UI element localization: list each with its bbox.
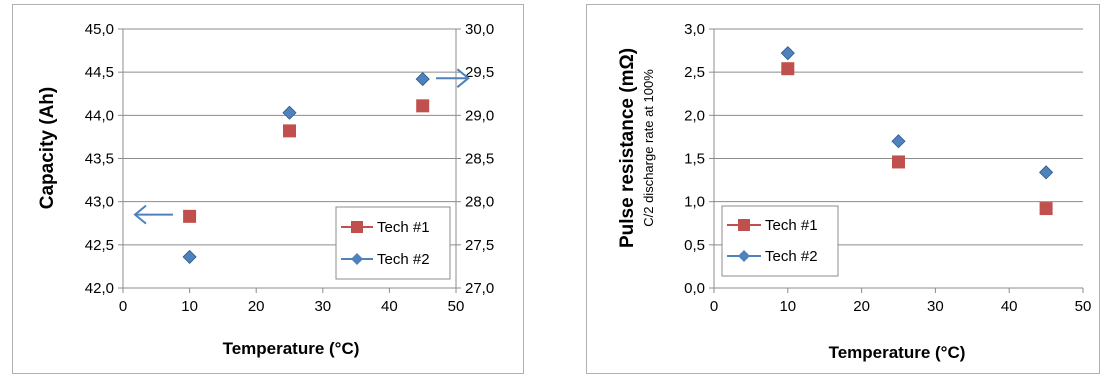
y-tick-label: 2,0 [684,107,705,124]
right-axis-arrowhead [456,68,470,88]
x-tick-label: 40 [1001,298,1018,315]
capacity-chart-panel: 42,0 42,5 43,0 43,5 44,0 44,5 45,0 27,0 27,5 28,0… [12,4,524,374]
y-tick-label: 3,0 [684,21,705,38]
y2-tick-label: 29,5 [465,64,494,81]
x-tick-label: 20 [248,298,265,315]
x-tick-label: 20 [853,298,870,315]
resistance-y-axis-label: Pulse resistance (mΩ) [617,48,638,248]
point-tech1 [781,62,795,76]
legend-label-tech2: Tech #2 [377,251,430,268]
x-tick-label: 40 [381,298,398,315]
y-tick-label: 44,5 [85,64,114,81]
y-tick-label: 42,5 [85,237,114,254]
y2-tick-label: 27,5 [465,237,494,254]
y-tick-label: 1,0 [684,194,705,211]
capacity-x-axis-label: Temperature (°C) [223,339,360,358]
x-tick-label: 0 [119,298,127,315]
y-tick-label: 44,0 [85,107,114,124]
capacity-chart: 42,0 42,5 43,0 43,5 44,0 44,5 45,0 27,0 27,5 28,0… [37,21,494,358]
y-tick-label: 2,5 [684,64,705,81]
point-tech2 [780,46,795,61]
x-tick-label: 10 [779,298,796,315]
point-tech2 [282,105,297,120]
legend-label-tech1: Tech #1 [765,217,818,234]
point-tech1 [283,124,296,138]
point-tech2 [182,249,197,264]
legend-label-tech1: Tech #1 [377,219,430,236]
legend-marker-tech1 [738,219,750,231]
legend-label-tech2: Tech #2 [765,248,818,265]
capacity-legend: Tech #1 Tech #2 [335,206,451,280]
point-tech2 [891,134,906,149]
point-tech1 [183,209,197,223]
point-tech1 [1039,202,1053,216]
y2-tick-label: 28,0 [465,194,494,211]
point-tech1 [416,99,430,113]
resistance-y-axis-sublabel: C/2 discharge rate at 100% [641,69,656,227]
point-tech1 [892,155,905,169]
y-tick-label: 1,5 [684,151,705,168]
legend-marker-tech1 [351,221,363,233]
point-tech2 [1039,165,1054,180]
y-tick-label: 45,0 [85,21,114,38]
resistance-x-axis-label: Temperature (°C) [829,343,966,362]
resistance-chart-panel: 0,0 0,5 1,0 1,5 2,0 2,5 3,0 0 10 20 30 40 50 Pulse r… [586,4,1100,374]
y2-tick-label: 27,0 [465,280,494,297]
left-axis-arrowhead [133,204,147,225]
x-tick-label: 10 [181,298,198,315]
y2-tick-label: 29,0 [465,107,494,124]
x-tick-label: 30 [314,298,331,315]
resistance-legend: Tech #1 Tech #2 [721,205,839,277]
y-tick-label: 0,0 [684,280,705,297]
y2-tick-label: 28,5 [465,151,494,168]
legend-marker-tech2 [738,250,750,262]
point-tech2 [415,72,430,87]
x-tick-label: 50 [1075,298,1092,315]
y-tick-label: 42,0 [85,280,114,297]
x-tick-label: 50 [448,298,465,315]
y-tick-label: 43,0 [85,194,114,211]
y-tick-label: 0,5 [684,237,705,254]
y2-tick-label: 30,0 [465,21,494,38]
capacity-y-axis-label: Capacity (Ah) [37,87,58,209]
legend-marker-tech2 [351,253,363,265]
x-tick-label: 0 [710,298,718,315]
x-tick-label: 30 [927,298,944,315]
resistance-chart: 0,0 0,5 1,0 1,5 2,0 2,5 3,0 0 10 20 30 40 50 Pulse r… [617,21,1092,362]
y-tick-label: 43,5 [85,151,114,168]
